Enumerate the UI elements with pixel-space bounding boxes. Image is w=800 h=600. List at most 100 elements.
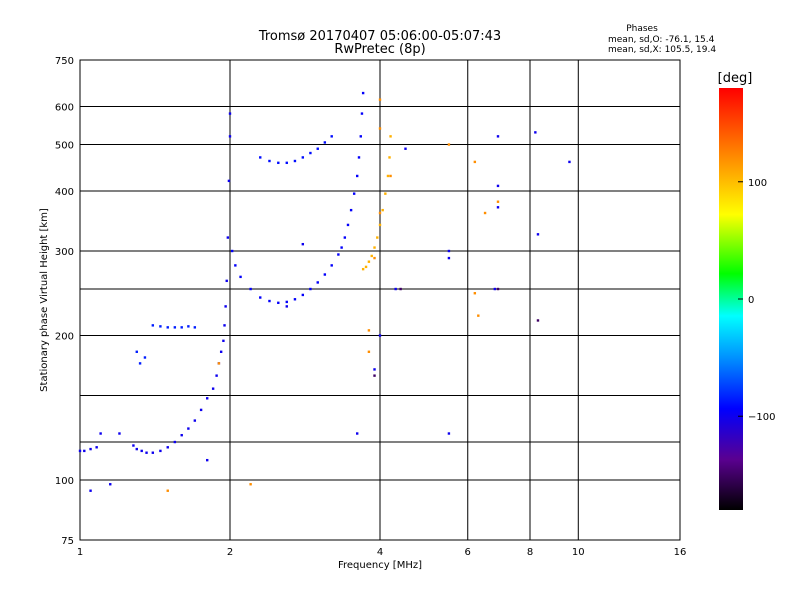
data-point — [83, 449, 86, 453]
data-point — [228, 112, 232, 115]
data-point — [330, 264, 333, 267]
y-tick-label: 200 — [55, 332, 74, 343]
data-point — [323, 273, 327, 276]
data-point — [138, 362, 142, 365]
data-points — [78, 91, 571, 492]
data-point — [187, 325, 190, 328]
data-point — [340, 246, 343, 249]
data-point — [145, 451, 148, 454]
x-tick-label: 16 — [674, 547, 687, 558]
data-point — [316, 147, 319, 150]
data-point — [159, 325, 162, 328]
phase-stats-heading: Phases — [626, 24, 658, 34]
data-point — [193, 419, 197, 422]
data-point — [361, 267, 365, 271]
x-axis-label: Frequency [MHz] — [338, 560, 422, 571]
data-point — [357, 156, 361, 159]
colorbar-label: [deg] — [718, 71, 753, 86]
data-point — [309, 287, 312, 291]
data-point — [447, 432, 451, 435]
data-point — [496, 184, 500, 188]
data-point — [89, 489, 92, 492]
data-point — [173, 440, 177, 444]
data-point — [135, 350, 138, 353]
data-point — [151, 324, 155, 327]
phase-stats-o: mean, sd,O: -76.1, 15.4 — [608, 35, 715, 45]
data-point — [293, 159, 297, 163]
x-tick-label: 4 — [377, 547, 383, 558]
data-point — [376, 236, 379, 239]
data-point — [496, 200, 500, 203]
data-point — [404, 147, 407, 150]
data-point — [378, 98, 382, 101]
data-point — [143, 356, 147, 359]
data-point — [370, 254, 373, 258]
data-point — [473, 292, 477, 295]
data-point — [109, 483, 112, 486]
data-point — [228, 135, 232, 138]
x-tick-label: 8 — [527, 547, 533, 558]
data-point — [219, 350, 223, 353]
data-point — [249, 287, 252, 291]
colorbar-tick-label: −100 — [748, 412, 775, 423]
y-tick-label: 750 — [55, 56, 74, 67]
y-axis-label: Stationary phase Virtual Height [km] — [39, 208, 50, 392]
data-point — [78, 449, 82, 453]
data-point — [301, 242, 305, 246]
data-point — [378, 334, 382, 337]
data-point — [99, 432, 102, 435]
data-point — [215, 374, 218, 377]
data-point — [118, 432, 121, 435]
data-point — [211, 387, 215, 390]
data-point — [364, 265, 368, 269]
data-point — [355, 432, 359, 435]
data-point — [239, 275, 242, 279]
data-point — [381, 208, 384, 212]
data-point — [224, 305, 227, 308]
data-point — [373, 368, 376, 371]
data-point — [447, 256, 451, 260]
data-point — [394, 287, 397, 291]
data-point — [360, 112, 364, 115]
data-point — [166, 326, 169, 329]
data-point — [361, 91, 365, 95]
chart-subtitle: RwPretec (8p) — [334, 42, 425, 57]
data-point — [349, 208, 353, 212]
data-point — [447, 249, 451, 253]
phase-stats-x: mean, sd,X: 105.5, 19.4 — [608, 45, 716, 55]
data-point — [227, 179, 231, 183]
data-point — [199, 408, 203, 412]
data-point — [483, 211, 487, 215]
y-tick-label: 300 — [55, 247, 74, 258]
data-point — [388, 156, 391, 159]
data-point — [568, 160, 571, 164]
data-point — [355, 174, 359, 178]
data-point — [399, 287, 402, 291]
data-point — [493, 287, 497, 291]
data-point — [316, 281, 319, 284]
data-point — [166, 489, 169, 492]
data-point — [132, 444, 135, 447]
data-point — [135, 447, 138, 451]
data-point — [309, 151, 312, 155]
data-point — [386, 174, 390, 178]
data-point — [346, 223, 350, 227]
data-point — [367, 350, 371, 353]
data-point — [225, 279, 228, 283]
y-tick-label: 100 — [55, 476, 74, 487]
data-point — [285, 161, 288, 165]
data-point — [373, 256, 376, 260]
data-point — [166, 446, 169, 449]
data-point — [359, 135, 362, 138]
data-point — [536, 233, 540, 236]
data-point — [378, 211, 382, 215]
data-point — [378, 223, 382, 227]
colorbar-tick-label: 0 — [748, 295, 754, 306]
data-point — [343, 236, 347, 239]
data-point — [285, 300, 288, 304]
data-point — [389, 174, 392, 178]
x-tick-label: 6 — [465, 547, 471, 558]
data-point — [330, 135, 333, 138]
y-tick-label: 400 — [55, 187, 74, 198]
